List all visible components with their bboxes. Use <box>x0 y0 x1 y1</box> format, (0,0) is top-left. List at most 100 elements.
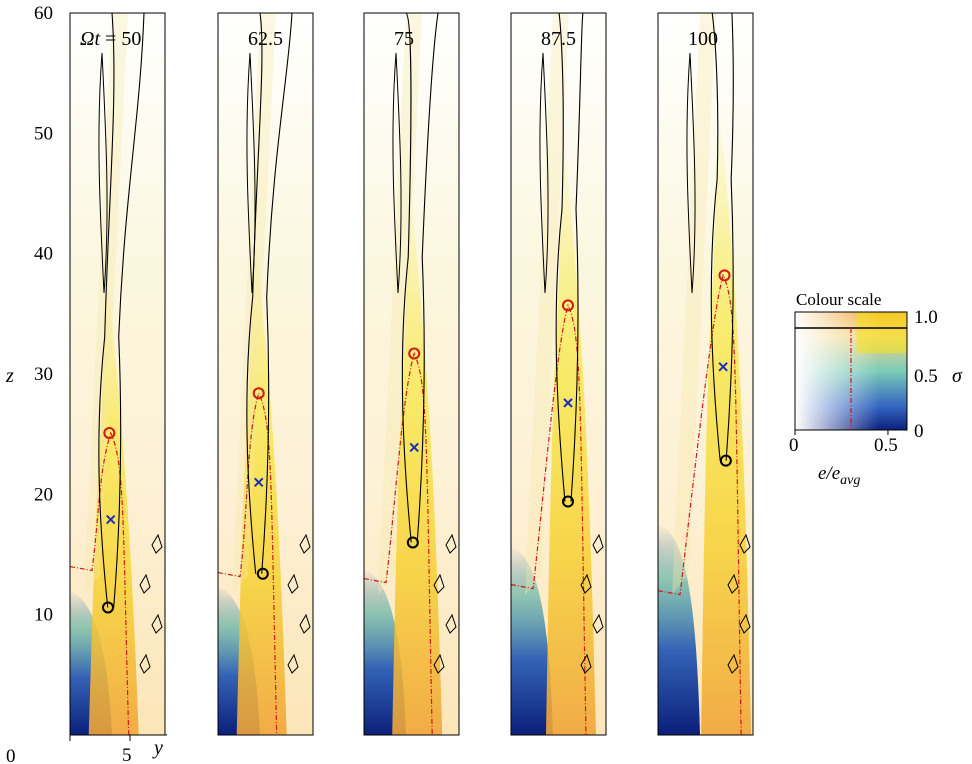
panel-time-label: 87.5 <box>541 28 576 50</box>
colour-scale-yellow <box>856 312 907 354</box>
colour-scale-x-tick-0: 0 <box>789 435 799 456</box>
panel-time-label: 62.5 <box>248 28 283 50</box>
solid-contour-left <box>401 13 412 543</box>
contour-blob <box>739 533 751 554</box>
streak <box>232 13 276 595</box>
top-marker <box>103 426 116 439</box>
panel-frame <box>69 12 166 736</box>
solid-contour-upper <box>392 52 402 294</box>
contour-blob <box>433 573 445 594</box>
streak <box>525 13 569 595</box>
contour-blob <box>151 533 163 554</box>
z-tick-label: 10 <box>34 605 53 626</box>
top-marker <box>408 347 421 360</box>
y-tick-label-5: 5 <box>122 745 132 764</box>
panel-frame <box>217 12 314 736</box>
solid-contour-right <box>416 13 439 543</box>
z-tick-label: 60 <box>34 3 53 24</box>
panels: Ωt = 50 62.5 75 87.5 100 <box>69 12 754 736</box>
bottom-marker <box>102 601 114 614</box>
solid-contour-upper <box>539 52 549 294</box>
y-axis-label: y <box>152 737 163 759</box>
y-axis: 0 5 y <box>6 734 167 764</box>
low-sigma-region <box>511 546 553 735</box>
panel-1: Ωt = 50 <box>69 12 166 736</box>
panel-2: 62.5 <box>217 12 314 736</box>
contour-blob <box>299 613 311 634</box>
contour-blob <box>580 573 592 594</box>
contour-blob <box>287 573 299 594</box>
cross-marker <box>254 477 264 488</box>
contour-blob <box>287 653 299 674</box>
low-sigma-region <box>658 523 700 735</box>
contour-blob <box>727 573 739 594</box>
y-tick-label-0: 0 <box>6 746 16 764</box>
panel-4: 87.5 <box>510 12 607 736</box>
panel-frame <box>657 12 754 736</box>
z-tick-label: 30 <box>34 364 53 385</box>
top-marker <box>718 269 731 282</box>
contour-blob <box>739 613 751 634</box>
dashed-contour <box>658 273 742 735</box>
solid-contour-left <box>700 13 721 461</box>
colour-scale-x-label: e/eavg <box>818 463 860 488</box>
solid-contour-left <box>98 13 115 608</box>
contour-blob <box>592 533 604 554</box>
solid-contour-left <box>553 13 566 502</box>
bottom-marker <box>719 454 732 467</box>
solid-contour-right <box>113 13 145 608</box>
contour-blob <box>139 573 151 594</box>
contour-blob <box>445 533 457 554</box>
high-sigma-plume <box>392 185 443 735</box>
contour-blob <box>727 653 739 674</box>
contour-blob <box>299 533 311 554</box>
solid-contour-left <box>246 13 263 574</box>
solid-contour-right <box>725 13 734 461</box>
contour-blob <box>139 653 151 674</box>
panel-time-label: Ωt = 50 <box>80 28 141 50</box>
colour-scale-y-tick-0: 0 <box>914 421 924 442</box>
solid-contour-upper <box>246 52 256 294</box>
panel-time-label: 75 <box>394 28 414 50</box>
dashed-contour <box>511 303 587 735</box>
cross-marker <box>409 442 419 453</box>
panel-frame <box>510 12 607 736</box>
cross-marker <box>718 362 728 372</box>
solid-contour-upper <box>686 52 696 294</box>
bottom-marker <box>256 567 269 580</box>
solid-contour-right <box>261 13 293 574</box>
z-tick-label: 20 <box>34 484 53 505</box>
streak <box>378 13 422 595</box>
top-marker <box>252 387 265 400</box>
solid-contour-right <box>570 13 585 502</box>
streak <box>672 13 716 595</box>
colour-scale-title: Colour scale <box>796 290 881 309</box>
colour-scale-x-tick-05: 0.5 <box>874 435 898 456</box>
colour-scale-sigma-label: σ <box>952 365 963 387</box>
panel-5: 100 <box>657 12 754 736</box>
cross-marker <box>563 398 573 408</box>
top-marker <box>562 299 574 312</box>
high-sigma-plume <box>701 106 752 735</box>
contour-blob <box>592 613 604 634</box>
bottom-marker <box>406 536 419 549</box>
contour-blob <box>151 613 163 634</box>
colour-scale-y-tick-1: 1.0 <box>914 307 938 328</box>
dashed-contour <box>70 431 130 735</box>
z-tick-label: 40 <box>34 244 53 265</box>
bottom-marker <box>562 495 574 508</box>
panel-time-label: 100 <box>688 28 718 50</box>
dashed-contour <box>364 351 433 735</box>
colour-scale-y-tick-05: 0.5 <box>914 366 938 387</box>
z-axis-label: z <box>5 365 14 387</box>
contour-blob <box>433 653 445 674</box>
contour-blob <box>445 613 457 634</box>
panel-frame <box>363 12 460 736</box>
high-sigma-plume <box>546 136 596 735</box>
cross-marker <box>106 514 116 525</box>
panel-3: 75 <box>363 12 460 736</box>
colour-scale-swatch <box>794 311 908 435</box>
solid-contour-upper <box>98 52 108 294</box>
colour-scale: Colour scale 1.0 0.5 0 σ 0 0.5 e/eavg <box>789 290 963 488</box>
